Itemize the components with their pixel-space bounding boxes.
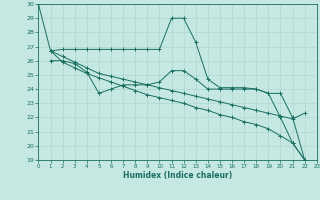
X-axis label: Humidex (Indice chaleur): Humidex (Indice chaleur)	[123, 171, 232, 180]
